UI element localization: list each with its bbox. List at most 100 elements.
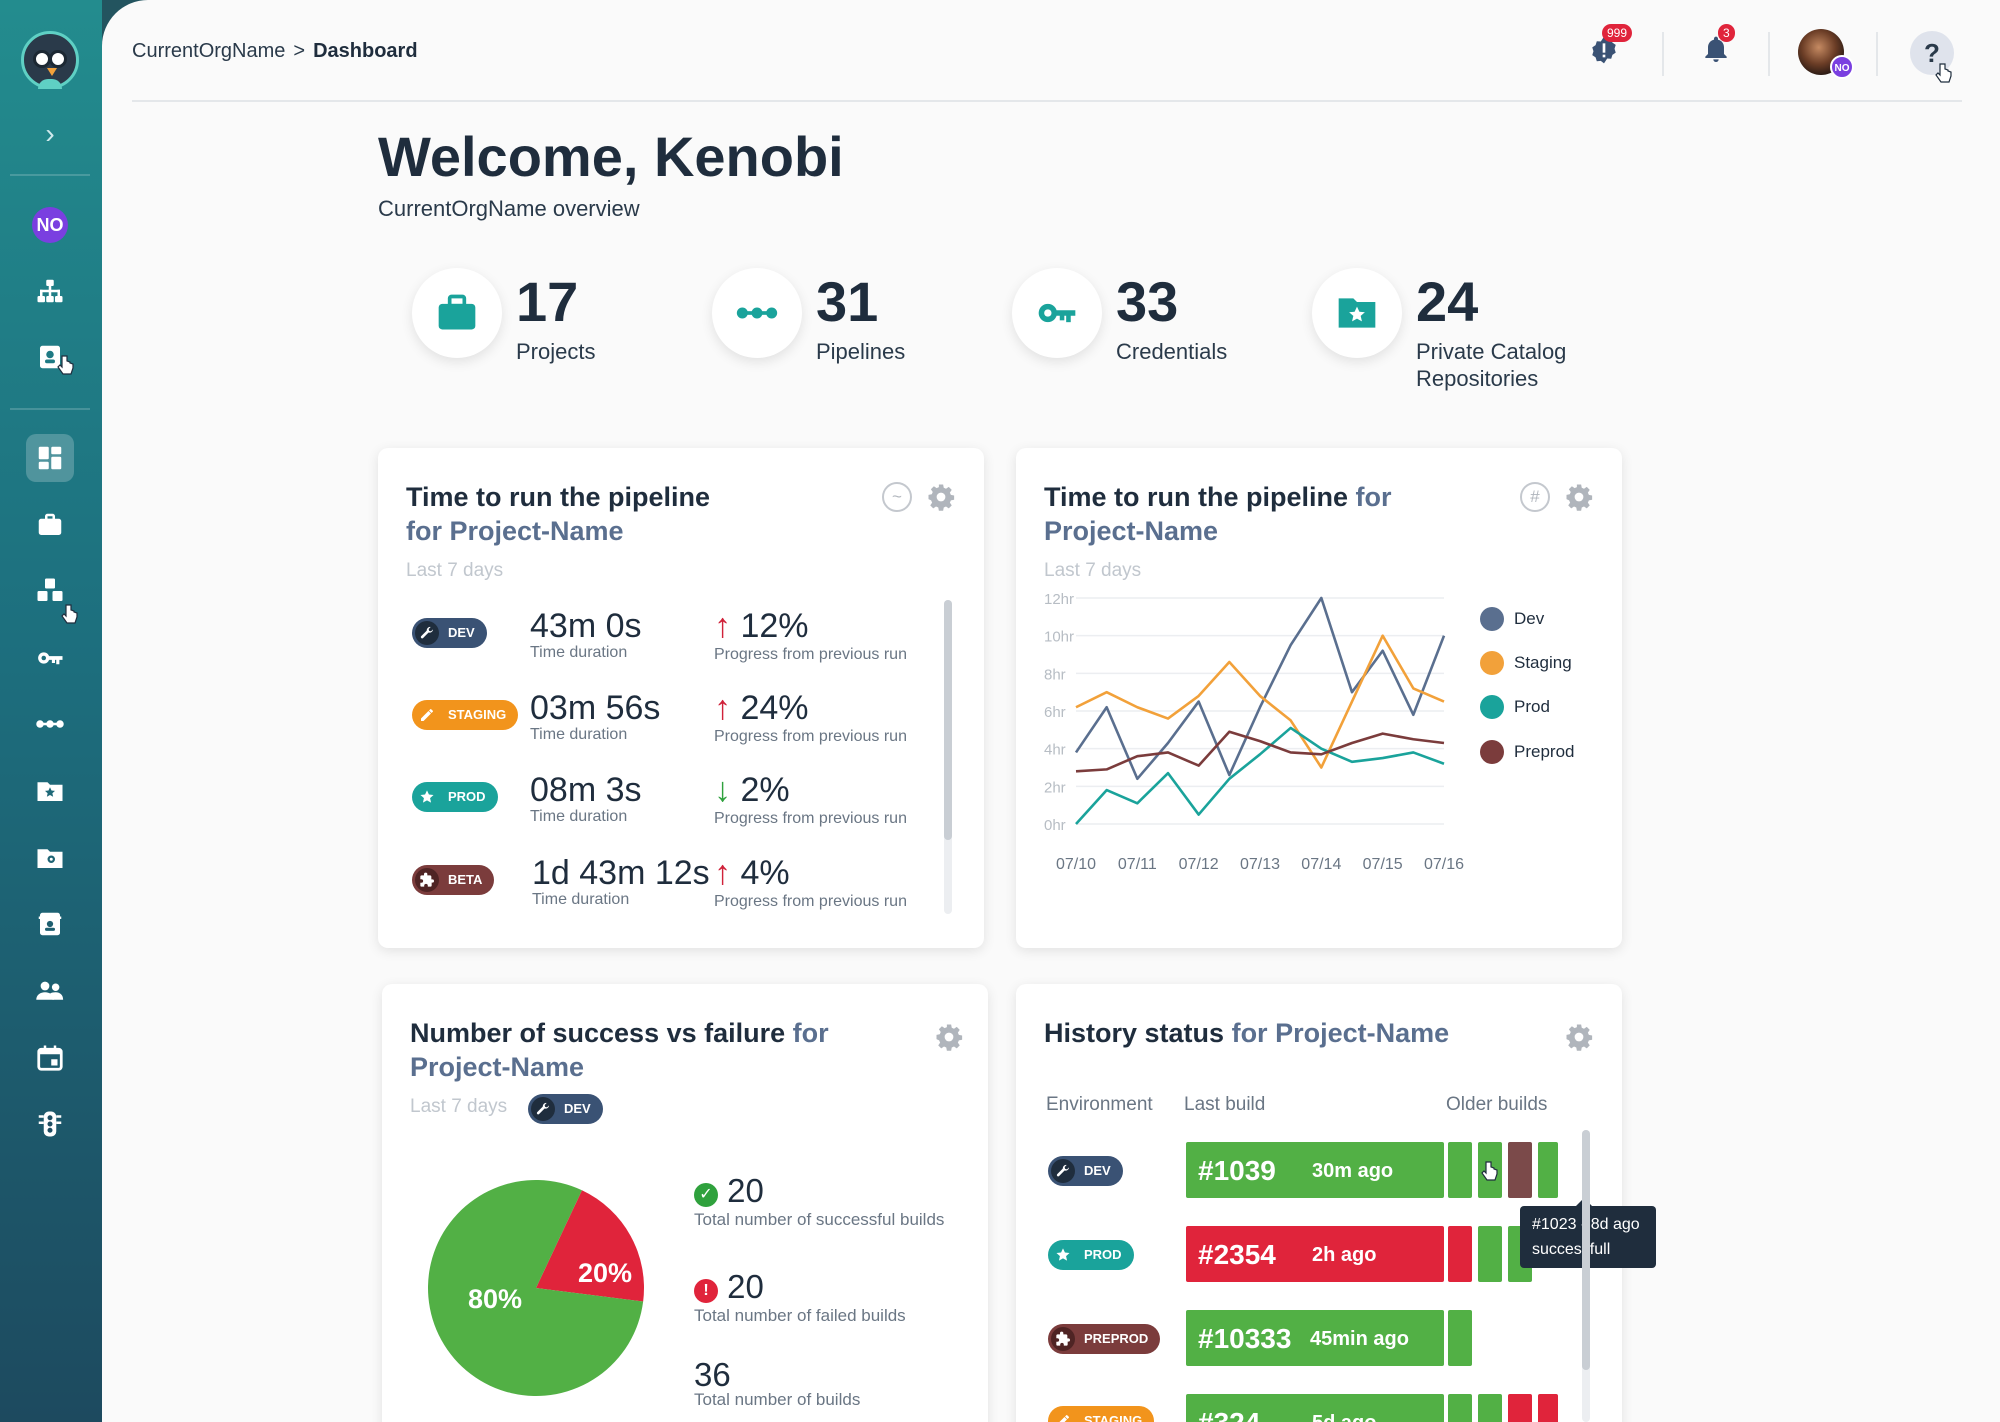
failed-label: Total number of failed builds	[694, 1306, 906, 1325]
older-build-success[interactable]	[1448, 1310, 1472, 1366]
contacts-book-icon[interactable]	[26, 900, 74, 948]
stat-value: 31	[816, 270, 879, 333]
older-build-failed[interactable]	[1508, 1394, 1532, 1422]
duration-value: 43m 0s	[530, 607, 642, 645]
hand-cursor-icon	[1935, 63, 1952, 83]
arrow-up-icon: ↑	[714, 689, 731, 727]
puzzle-icon	[1480, 740, 1504, 764]
duration-metric: 1d 43m 12s Time duration	[532, 855, 710, 909]
settings-gear-icon[interactable]	[934, 1022, 964, 1052]
x-tick-label: 07/14	[1301, 856, 1341, 873]
card-title-main: Time to run the pipeline	[1044, 482, 1349, 512]
check-circle-icon: ✓	[694, 1183, 718, 1207]
last-build-success[interactable]: #324 5d ago	[1186, 1394, 1444, 1422]
user-avatar[interactable]: NO	[1798, 29, 1854, 79]
period-label: Last 7 days	[406, 560, 504, 581]
star-icon	[1056, 1248, 1070, 1261]
legend-item-dev[interactable]: Dev	[1480, 606, 1544, 632]
card-title-accent: for Project-Name	[410, 1018, 829, 1082]
older-build-success[interactable]	[1478, 1226, 1502, 1282]
topbar-divider	[1768, 32, 1770, 76]
settings-gear-icon[interactable]	[926, 482, 956, 512]
older-build-success[interactable]	[1448, 1394, 1472, 1422]
failed-count: ! 20 Total number of failed builds	[694, 1268, 906, 1326]
breadcrumb: CurrentOrgName > Dashboard	[132, 40, 418, 63]
contact-card-icon[interactable]	[26, 333, 74, 381]
progress-metric: ↑ 4% Progress from previous run	[714, 855, 907, 911]
older-build-other[interactable]	[1508, 1142, 1532, 1198]
column-header-last-build: Last build	[1184, 1094, 1266, 1115]
success-label: Total number of successful builds	[694, 1210, 945, 1229]
older-build-success[interactable]	[1478, 1394, 1502, 1422]
env-pill-label: BETA	[448, 872, 483, 887]
older-build-success[interactable]	[1448, 1142, 1472, 1198]
star-icon	[1480, 695, 1504, 719]
last-build-failed[interactable]: #2354 2h ago	[1186, 1226, 1444, 1282]
card-scrollbar[interactable]	[944, 600, 952, 914]
pie-slice[interactable]	[536, 1190, 644, 1302]
legend-item-preprod[interactable]: Preprod	[1480, 739, 1574, 765]
progress-label: Progress from previous run	[714, 893, 907, 910]
card-title-accent: for Project-Name	[1231, 1018, 1450, 1048]
breadcrumb-org-link[interactable]: CurrentOrgName	[132, 40, 286, 62]
last-build-success[interactable]: #10333 45min ago	[1186, 1310, 1444, 1366]
expand-sidebar-icon[interactable]: ›	[45, 118, 55, 149]
x-tick-label: 07/11	[1118, 856, 1157, 873]
pipeline-icon[interactable]	[26, 700, 74, 748]
last-build-success[interactable]: #1039 30m ago	[1186, 1142, 1444, 1198]
org-avatar[interactable]: NO	[32, 207, 68, 243]
settings-gear-icon[interactable]	[1564, 482, 1594, 512]
duration-metric: 03m 56s Time duration	[530, 690, 660, 744]
older-build-failed[interactable]	[1448, 1226, 1472, 1282]
scrollbar-thumb[interactable]	[944, 600, 952, 840]
card-title-main: Number of success vs failure	[410, 1018, 786, 1048]
pencil-icon	[421, 709, 433, 721]
pie-slice[interactable]	[428, 1180, 644, 1396]
puzzle-icon	[420, 872, 434, 887]
duration-label: Time duration	[530, 644, 628, 661]
scrollbar-thumb[interactable]	[1582, 1130, 1590, 1370]
x-tick-label: 07/10	[1056, 856, 1096, 873]
stat-value: 33	[1116, 270, 1179, 333]
env-pill-prod: PROD	[1048, 1240, 1134, 1270]
notifications-button[interactable]: 3	[1700, 24, 1740, 74]
traffic-light-icon[interactable]	[26, 1100, 74, 1148]
y-tick-label: 0hr	[1044, 817, 1066, 834]
older-build-failed[interactable]	[1538, 1394, 1558, 1422]
boxes-icon[interactable]	[26, 567, 74, 615]
catalog-folder-icon[interactable]	[26, 767, 74, 815]
legend-item-staging[interactable]: Staging	[1480, 650, 1572, 676]
alerts-button[interactable]: 999	[1588, 24, 1633, 74]
build-number: #10333	[1198, 1323, 1292, 1354]
hash-icon[interactable]: #	[1520, 482, 1550, 512]
star-icon	[420, 790, 434, 803]
legend-item-prod[interactable]: Prod	[1480, 694, 1550, 720]
stat-value: 24	[1416, 270, 1479, 333]
env-pill-label: DEV	[448, 625, 475, 640]
help-button[interactable]: ?	[1910, 31, 1954, 75]
stat-label: Projects	[516, 339, 596, 364]
arrow-down-icon: ↓	[714, 771, 731, 809]
dashboard-icon[interactable]	[26, 434, 74, 482]
notifications-count-badge: 3	[1718, 24, 1735, 42]
env-pill-label: STAGING	[1084, 1413, 1143, 1422]
key-icon[interactable]	[26, 634, 74, 682]
y-tick-label: 4hr	[1044, 742, 1066, 759]
older-build-success[interactable]	[1538, 1142, 1558, 1198]
trend-chart-icon[interactable]: ~	[882, 482, 912, 512]
team-icon[interactable]	[26, 967, 74, 1015]
history-scrollbar[interactable]	[1582, 1130, 1590, 1422]
env-pill-dev[interactable]: DEV	[528, 1094, 603, 1124]
duration-label: Time duration	[530, 808, 628, 825]
page-title: Welcome, Kenobi	[378, 125, 844, 188]
sitemap-icon[interactable]	[26, 267, 74, 315]
settings-gear-icon[interactable]	[1564, 1022, 1594, 1052]
settings-folder-icon[interactable]	[26, 834, 74, 882]
success-failure-card: Number of success vs failure for Project…	[382, 984, 988, 1422]
duration-value: 08m 3s	[530, 771, 642, 809]
calendar-icon[interactable]	[26, 1034, 74, 1082]
briefcase-icon[interactable]	[26, 501, 74, 549]
column-header-older-builds: Older builds	[1446, 1094, 1548, 1115]
app-logo[interactable]	[21, 31, 79, 89]
org-initials-badge: NO	[1830, 55, 1854, 79]
